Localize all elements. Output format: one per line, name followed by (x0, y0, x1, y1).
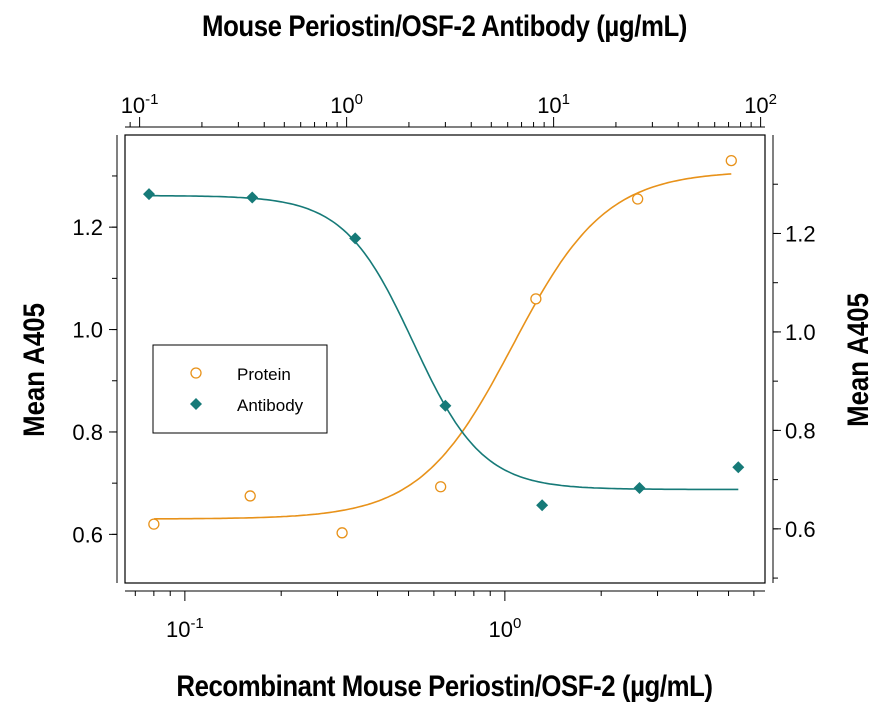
bottom-axis-tick-label: 10-1 (166, 615, 204, 642)
legend-antibody-label: Antibody (237, 396, 304, 415)
legend-protein-marker (190, 367, 202, 379)
legend-protein-label: Protein (237, 365, 291, 384)
protein-data-point (435, 481, 447, 493)
left-axis-tick-label: 0.6 (72, 522, 103, 547)
plot-frame (124, 134, 766, 584)
protein-data-point (148, 518, 160, 530)
antibody-fit-curve (149, 194, 739, 491)
antibody-data-point (633, 481, 646, 494)
antibody-data-point (246, 191, 259, 204)
antibody-data-point (349, 232, 362, 245)
protein-data-point (530, 293, 542, 305)
top-axis-tick-label: 101 (537, 91, 570, 118)
left-axis-tick-label: 1.0 (72, 318, 103, 343)
left-axis-tick-label: 0.8 (72, 420, 103, 445)
antibody-data-point (142, 188, 155, 201)
protein-data-point (632, 193, 644, 205)
right-axis-tick-label: 0.8 (785, 418, 816, 443)
top-axis-tick-label: 10-1 (121, 91, 159, 118)
right-axis-tick-label: 0.6 (785, 517, 816, 542)
legend-antibody-marker (190, 398, 202, 410)
top-axis-tick-label: 100 (330, 91, 363, 118)
protein-data-point (244, 490, 256, 502)
left-axis-tick-label: 1.2 (72, 215, 103, 240)
x-axis-title: Recombinant Mouse Periostin/OSF-2 (µg/mL… (176, 670, 713, 703)
protein-data-point (336, 527, 348, 539)
antibody-data-point (439, 399, 452, 412)
top-axis-tick-label: 102 (744, 91, 777, 118)
protein-data-point (725, 154, 737, 167)
top-axis-title: Mouse Periostin/OSF-2 Antibody (µg/mL) (202, 10, 687, 43)
legend-box (152, 344, 328, 434)
bottom-axis-tick-label: 100 (488, 615, 521, 642)
right-axis-tick-label: 1.0 (785, 320, 816, 345)
antibody-data-point (732, 461, 745, 474)
right-axis-tick-label: 1.2 (785, 221, 816, 246)
antibody-data-point (536, 499, 549, 512)
